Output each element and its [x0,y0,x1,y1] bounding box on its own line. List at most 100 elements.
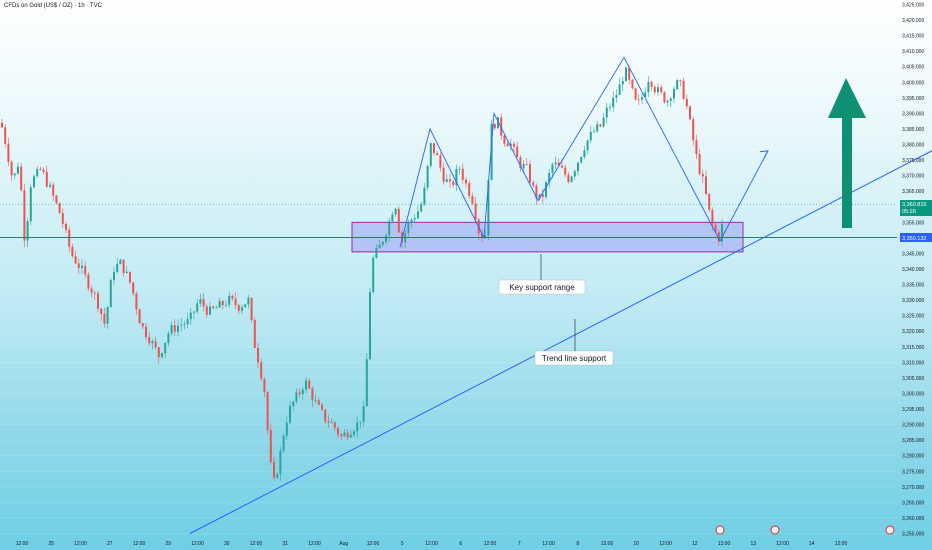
candle-body [295,392,298,402]
callouts: Key support range Trend line support [498,254,614,366]
candle-body [554,162,557,165]
candle-body [679,80,682,81]
y-tick-label: 3,300.000 [902,391,924,397]
candle-body [487,180,490,236]
candle-body [186,319,189,325]
candle-body [669,98,672,101]
candle-body [7,143,10,162]
drawing-lines[interactable] [0,56,932,534]
candle-body [231,295,234,299]
candle-body [301,389,304,395]
candle-body [125,271,128,273]
candle-body [647,81,650,93]
candle-body [692,119,695,141]
candle-body [481,233,483,238]
candle-body [103,313,106,324]
event-markers[interactable] [715,525,895,535]
candle-body [20,166,23,191]
candle-body [337,427,339,435]
candle-body [13,173,16,176]
x-tick-label: 27 [107,541,113,547]
candle-body [61,213,64,224]
candle-body [394,208,397,215]
x-tick-label: 12:00 [308,541,321,547]
y-tick-label: 3,270.000 [902,485,924,491]
zigzag-arrowhead-icon [759,150,769,158]
candle-body [445,179,448,182]
candle-body [567,174,570,182]
candle-body [497,117,499,129]
candle-body [202,299,205,307]
candle-body [577,162,579,172]
candle-body [461,168,464,180]
candle-body [148,337,151,344]
y-tick-label: 3,405.000 [902,65,924,71]
candle-body [513,143,515,147]
candle-body [372,257,375,293]
candle-body [93,292,96,294]
event-flag-icon[interactable] [885,525,895,535]
candle-body [698,154,701,174]
y-tick-label: 3,330.000 [902,298,924,304]
y-tick-label: 3,385.000 [902,127,924,133]
candle-body [573,171,576,177]
candle-body [605,107,608,118]
candle-body [167,333,170,343]
candle-body [36,168,39,177]
candle-body [209,306,211,315]
candle-body [429,143,432,166]
hline-price-tag: 3,350.132 [902,236,926,242]
candle-body [132,282,135,294]
candle-body [433,143,435,154]
x-tick-label: 12:00 [776,541,789,547]
candle-body [538,194,541,199]
candle-body [119,259,122,264]
x-tick-label: 12:00 [601,541,614,547]
candle-body [84,265,87,275]
candle-body [378,244,381,249]
candle-body [266,392,269,430]
candle-body [269,429,272,463]
x-tick-label: 25 [48,541,54,547]
candle-body [426,165,429,188]
candle-body [116,263,119,272]
candle-body [97,293,99,309]
candle-body [391,214,394,222]
candle-body [637,99,640,101]
candle-body [263,378,266,393]
candle-body [340,434,343,437]
candle-body [465,179,467,184]
candle-body [458,168,461,170]
y-tick-label: 3,370.000 [902,174,924,180]
candle-body [689,106,691,120]
y-tick-label: 3,315.000 [902,345,924,351]
candle-body [289,405,291,423]
candle-body [397,208,400,233]
price-axis[interactable]: 3,425.000 3,420.000 3,415.000 3,410.000 3,40… [902,3,924,538]
candle-body [609,107,611,109]
candle-body [308,380,311,389]
zigzag-pattern-line[interactable] [399,56,769,248]
candle-body [449,179,451,182]
candle-body [90,288,93,293]
time-axis[interactable]: 12:00 25 12:00 27 12:00 29 12:00 30 12:00 31 12:00… [16,541,848,547]
candle-body [439,155,442,168]
candle-body [237,305,240,311]
big-up-arrow [828,78,866,228]
trend-line[interactable] [189,150,932,534]
candle-body [247,297,250,305]
candle-body [413,218,416,220]
event-flag-icon[interactable] [770,525,780,535]
settings-marker-icon[interactable] [715,525,725,535]
candle-body [106,307,109,324]
candle-body [420,204,423,212]
x-tick-label: 12:00 [484,541,497,547]
y-tick-label: 3,390.000 [902,111,924,117]
candle-body [711,209,714,225]
candle-body [218,300,221,308]
candle-body [311,388,314,401]
candle-body [189,312,192,320]
candle-body [551,164,554,173]
